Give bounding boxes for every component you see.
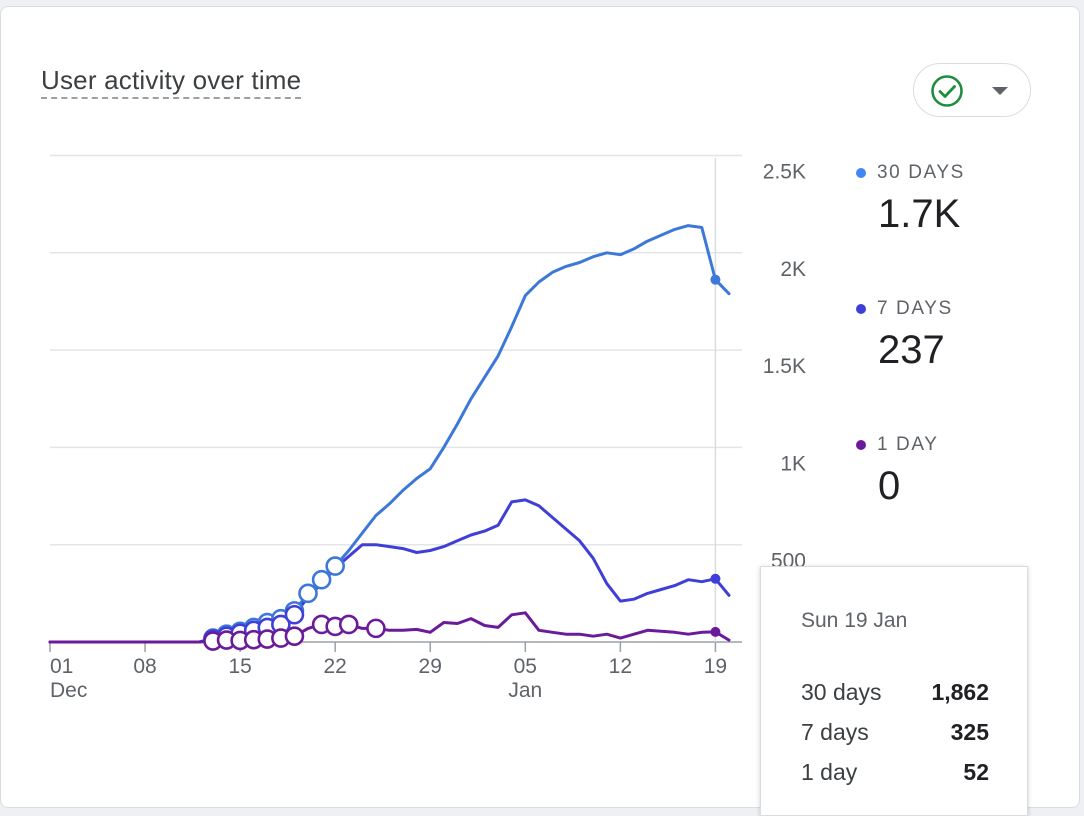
legend-dot-1-day: [856, 440, 866, 450]
legend-dot-30-days: [856, 168, 866, 178]
x-tick-label: 22: [324, 655, 347, 678]
tooltip-row-value: 52: [963, 759, 989, 785]
data-point-marker: [298, 583, 318, 604]
data-point-marker: [311, 569, 332, 590]
tooltip-row-label: 1 day: [801, 759, 858, 785]
x-tick-label: 15: [228, 655, 251, 678]
user-activity-card: User activity over time: [0, 6, 1080, 808]
y-tick-label: 2K: [780, 258, 806, 281]
y-tick-label: 1K: [780, 452, 806, 475]
x-tick-label: 29: [419, 655, 442, 678]
tooltip-row-1-day: 1 day 52: [801, 759, 989, 786]
y-tick-label: 1.5K: [763, 355, 806, 378]
hover-point: [710, 626, 721, 637]
check-circle-icon: [931, 75, 963, 107]
x-tick-sublabel: Dec: [50, 679, 87, 702]
tooltip-row-label: 30 days: [801, 679, 882, 705]
x-tick-sublabel: Jan: [508, 679, 542, 702]
x-tick-label: 05: [514, 655, 537, 678]
legend-dot-7-days: [856, 304, 866, 314]
y-tick-label: 2.5K: [763, 161, 806, 184]
x-tick-label: 01: [50, 655, 73, 678]
legend-value: 1.7K: [878, 192, 961, 236]
legend-label: 30 DAYS: [877, 162, 965, 183]
legend-value: 0: [878, 464, 901, 508]
tooltip-row-30-days: 30 days 1,862: [801, 679, 989, 706]
data-point-marker: [325, 556, 345, 576]
series-line-30-days: [48, 224, 731, 644]
tooltip-row-value: 325: [950, 719, 989, 745]
hover-point: [710, 274, 721, 285]
series-line-1-day: [48, 611, 731, 644]
hover-tooltip: Sun 19 Jan 30 days 1,862 7 days 325 1 da…: [760, 566, 1028, 816]
legend-label: 7 DAYS: [877, 298, 953, 319]
x-tick-label: 08: [133, 655, 156, 678]
tooltip-row-value: 1,862: [931, 679, 989, 705]
legend-item-1-day: 1 DAY 0: [856, 434, 939, 508]
tooltip-row-label: 7 days: [801, 719, 869, 745]
tooltip-date: Sun 19 Jan: [801, 609, 908, 632]
data-point-marker: [284, 604, 305, 625]
status-dropdown-button[interactable]: [913, 63, 1031, 117]
data-point-marker: [338, 614, 359, 635]
legend-label: 1 DAY: [877, 434, 939, 455]
data-point-marker: [366, 618, 386, 639]
legend-item-30-days: 30 DAYS 1.7K: [856, 162, 965, 236]
series-line-7-days: [48, 498, 731, 644]
card-title[interactable]: User activity over time: [41, 65, 302, 99]
caret-down-icon: [992, 87, 1008, 95]
x-tick-label: 19: [704, 655, 727, 678]
hover-point: [710, 573, 721, 584]
legend-item-7-days: 7 DAYS 237: [856, 298, 953, 372]
tooltip-row-7-days: 7 days 325: [801, 719, 989, 746]
x-tick-label: 12: [609, 655, 632, 678]
legend-value: 237: [878, 328, 945, 372]
data-point-marker: [284, 626, 305, 646]
